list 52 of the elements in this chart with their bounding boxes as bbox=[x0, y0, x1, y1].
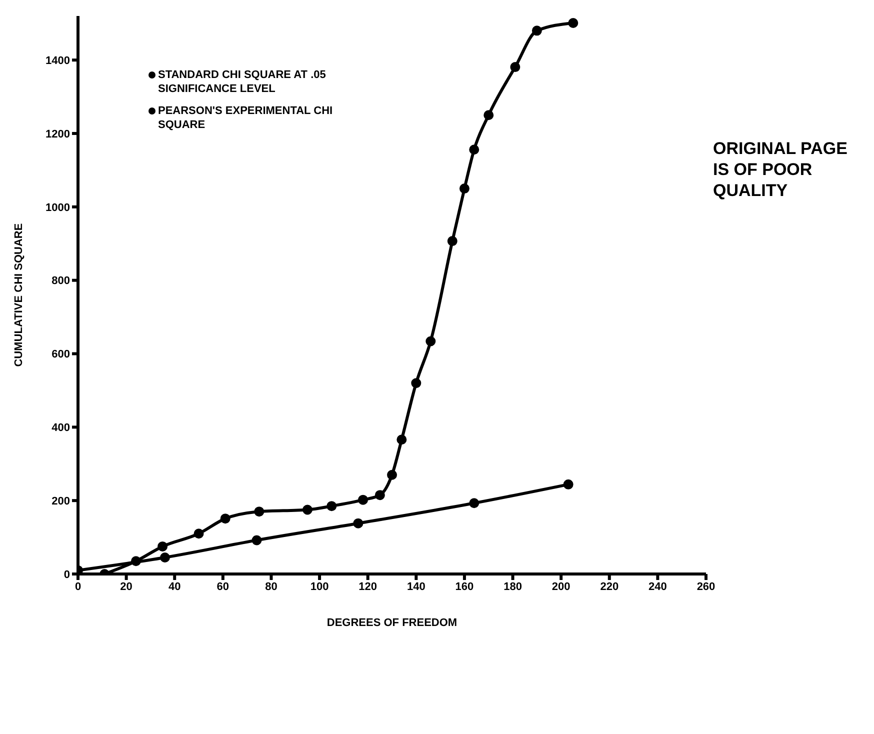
point bbox=[469, 498, 480, 508]
x-tick-label: 120 bbox=[358, 580, 378, 593]
point bbox=[254, 506, 264, 517]
point bbox=[158, 541, 168, 552]
x-tick-label: 200 bbox=[552, 580, 570, 593]
x-tick-label: 20 bbox=[120, 580, 132, 593]
point bbox=[563, 479, 574, 490]
y-axis-title: CUMULATIVE CHI SQUARE bbox=[12, 223, 25, 367]
x-tick-label: 100 bbox=[310, 580, 329, 593]
point bbox=[194, 528, 204, 539]
point bbox=[160, 552, 170, 562]
point bbox=[252, 535, 262, 546]
legend-label: PEARSON'S EXPERIMENTAL CHI SQUARE bbox=[158, 104, 334, 132]
y-tick-label: 1400 bbox=[46, 54, 70, 67]
point bbox=[411, 378, 422, 388]
y-tick-label: 1200 bbox=[46, 128, 70, 140]
y-tick-label: 1000 bbox=[46, 202, 70, 214]
x-tick-label: 180 bbox=[504, 580, 522, 593]
x-tick-label: 220 bbox=[600, 580, 619, 593]
point bbox=[426, 336, 436, 346]
point bbox=[358, 494, 368, 505]
y-tick-label: 200 bbox=[52, 495, 70, 508]
legend-label: STANDARD CHI SQUARE AT .05 SIGNIFICANCE LEVEL bbox=[158, 68, 327, 96]
x-tick-label: 140 bbox=[406, 580, 426, 593]
y-tick-label: 800 bbox=[52, 275, 70, 288]
x-tick-label: 0 bbox=[74, 580, 82, 593]
point bbox=[532, 26, 542, 36]
point bbox=[469, 144, 480, 155]
x-tick-label: 160 bbox=[455, 580, 474, 593]
x-tick-label: 240 bbox=[648, 580, 667, 593]
point bbox=[568, 18, 578, 28]
point bbox=[459, 184, 470, 194]
y-tick-label: 400 bbox=[52, 422, 70, 434]
point bbox=[302, 504, 312, 515]
point bbox=[387, 470, 397, 480]
y-tick-label: 600 bbox=[52, 348, 70, 361]
point bbox=[220, 514, 230, 524]
point bbox=[447, 236, 458, 246]
point bbox=[484, 110, 494, 120]
x-tick-label: 60 bbox=[216, 580, 230, 593]
text: ORIGINAL PAGE IS OF POOR QUALITY bbox=[713, 138, 848, 201]
point bbox=[396, 434, 407, 445]
point bbox=[353, 518, 364, 528]
x-axis-title: DEGREES OF FREEDOM bbox=[326, 617, 458, 629]
point bbox=[130, 556, 141, 566]
point bbox=[326, 501, 337, 512]
x-tick-label: 80 bbox=[265, 580, 278, 593]
x-tick-label: 40 bbox=[168, 580, 181, 593]
y-tick-label: 0 bbox=[64, 568, 70, 581]
point bbox=[374, 490, 385, 500]
x-tick-label: 260 bbox=[696, 580, 716, 593]
point bbox=[510, 62, 520, 72]
